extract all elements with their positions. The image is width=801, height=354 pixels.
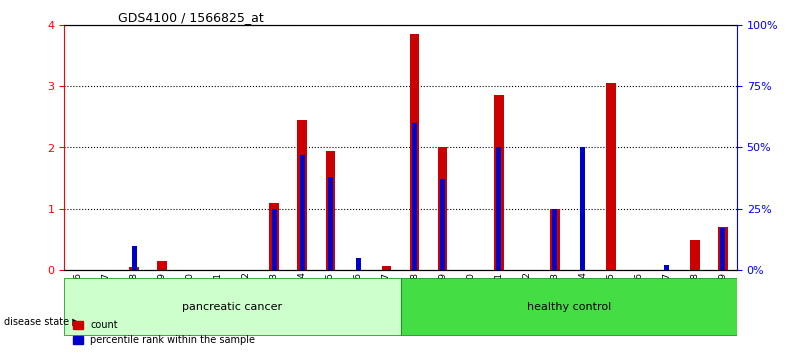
Bar <box>690 240 700 270</box>
Legend: count, percentile rank within the sample: count, percentile rank within the sample <box>69 316 260 349</box>
Bar <box>549 209 560 270</box>
Bar <box>356 258 361 270</box>
Text: disease state ▶: disease state ▶ <box>4 317 80 327</box>
Bar <box>718 227 728 270</box>
Bar <box>131 246 137 270</box>
Bar <box>580 148 586 270</box>
Bar <box>552 209 557 270</box>
Bar <box>606 83 616 270</box>
FancyBboxPatch shape <box>64 278 400 336</box>
Bar <box>412 123 417 270</box>
Bar <box>440 179 445 270</box>
Bar <box>157 261 167 270</box>
Bar <box>297 120 308 270</box>
Bar <box>300 155 305 270</box>
Bar <box>381 266 392 270</box>
Text: healthy control: healthy control <box>526 302 611 312</box>
Bar <box>409 34 420 270</box>
Text: GDS4100 / 1566825_at: GDS4100 / 1566825_at <box>118 11 264 24</box>
Bar <box>129 267 139 270</box>
Bar <box>664 265 670 270</box>
Bar <box>496 148 501 270</box>
Bar <box>269 203 280 270</box>
Bar <box>272 209 277 270</box>
Bar <box>325 150 336 270</box>
Bar <box>720 228 726 270</box>
Text: pancreatic cancer: pancreatic cancer <box>183 302 283 312</box>
FancyBboxPatch shape <box>400 278 737 336</box>
Bar <box>493 95 504 270</box>
Bar <box>437 148 448 270</box>
Bar <box>328 177 333 270</box>
